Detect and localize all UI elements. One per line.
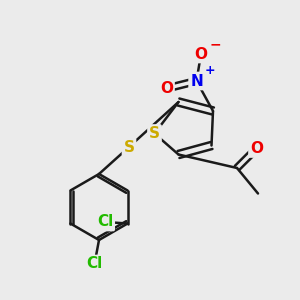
Text: O: O [250,141,263,156]
Text: −: − [209,37,221,51]
Text: O: O [194,46,208,62]
Text: S: S [149,126,160,141]
Text: S: S [124,140,134,154]
Text: O: O [160,81,173,96]
Text: Cl: Cl [86,256,103,272]
Text: Cl: Cl [97,214,113,230]
Text: +: + [205,64,215,77]
Text: N: N [190,74,203,88]
